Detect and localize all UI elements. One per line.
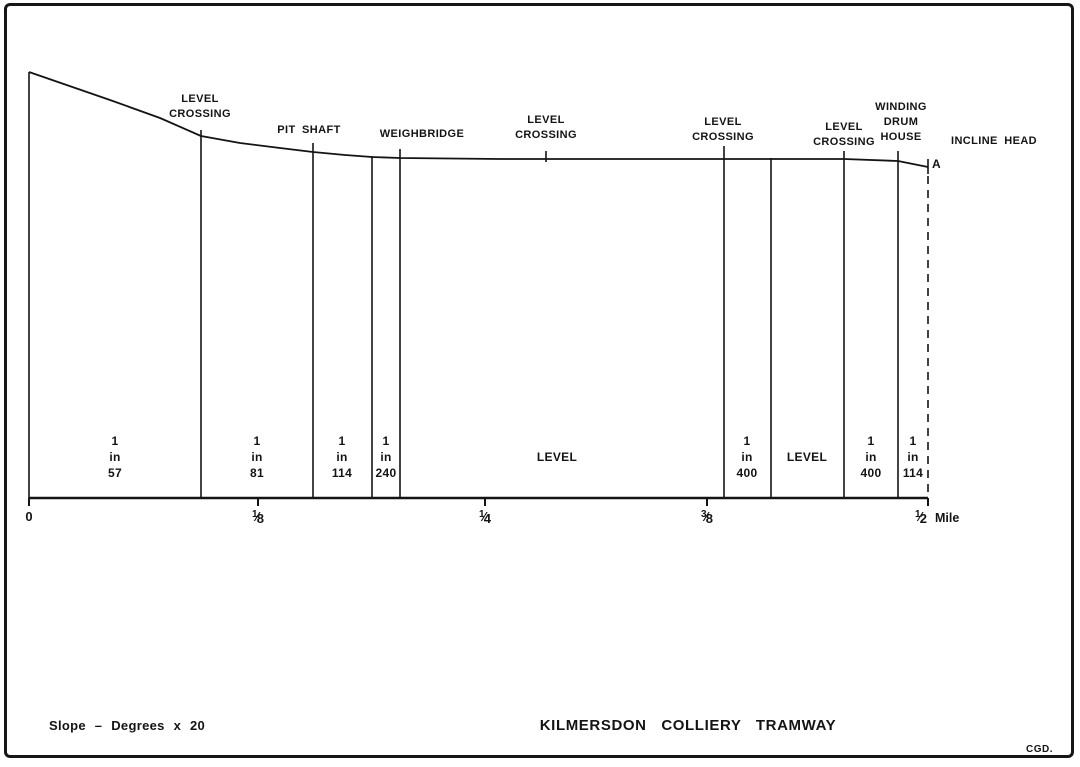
feature-label-level-crossing-1: LEVEL CROSSING bbox=[169, 92, 231, 122]
label-line: 81 bbox=[250, 466, 264, 480]
feature-label-weighbridge: WEIGHBRIDGE bbox=[380, 127, 464, 142]
fraction-label: 1⁄4 bbox=[479, 509, 491, 526]
label-line: 1 bbox=[382, 434, 390, 448]
label-line: in bbox=[380, 450, 392, 464]
incline-head-point-label: A bbox=[932, 157, 941, 171]
gradient-label: 1 in 81 bbox=[250, 433, 264, 481]
label-line: in bbox=[251, 450, 263, 464]
label-line: CROSSING bbox=[813, 136, 875, 148]
scale-tick-label: 1⁄4 bbox=[479, 509, 491, 526]
feature-label-winding-drum-house: WINDING DRUM HOUSE bbox=[875, 100, 927, 145]
label-line: in bbox=[336, 450, 348, 464]
gradient-label: LEVEL bbox=[537, 449, 577, 465]
fraction-label: 1⁄8 bbox=[252, 509, 264, 526]
label-line: LEVEL bbox=[527, 114, 565, 126]
label-line: LEVEL bbox=[704, 116, 742, 128]
label-line: 114 bbox=[902, 466, 924, 480]
feature-label-level-crossing-3: LEVEL CROSSING bbox=[692, 115, 754, 145]
label-line: in bbox=[865, 450, 877, 464]
label-line: LEVEL bbox=[786, 450, 828, 464]
label-line: 1 bbox=[909, 434, 917, 448]
label-line: 1 bbox=[867, 434, 875, 448]
gradient-label: LEVEL bbox=[787, 449, 827, 465]
label-line: 114 bbox=[331, 466, 353, 480]
label-line: WEIGHBRIDGE bbox=[379, 128, 465, 140]
label-line: WINDING bbox=[875, 101, 927, 113]
label-line: INCLINE HEAD bbox=[950, 135, 1038, 147]
label-line: CROSSING bbox=[692, 131, 754, 143]
gradient-label: 1 in 114 bbox=[903, 433, 923, 481]
scale-tick-label: 3⁄8 bbox=[701, 509, 713, 526]
label-line: DRUM bbox=[883, 116, 919, 128]
label-line: 1 bbox=[338, 434, 346, 448]
label-line: 1 bbox=[743, 434, 751, 448]
label-line: 1 bbox=[111, 434, 119, 448]
gradient-label: 1 in 114 bbox=[332, 433, 352, 481]
scale-unit-label: Mile bbox=[934, 511, 960, 525]
label-line: LEVEL bbox=[181, 93, 219, 105]
scale-tick-label: 1⁄8 bbox=[252, 509, 264, 526]
label-line: in bbox=[109, 450, 121, 464]
feature-label-incline-head: INCLINE HEAD bbox=[951, 134, 1037, 149]
label-line: 57 bbox=[108, 466, 122, 480]
label-line: HOUSE bbox=[880, 131, 922, 143]
scale-tick-label: 0 bbox=[25, 509, 33, 524]
label-line: PIT SHAFT bbox=[277, 124, 341, 136]
gradient-label: 1 in 400 bbox=[861, 433, 882, 481]
label-line: in bbox=[741, 450, 753, 464]
label-line: 1 bbox=[253, 434, 261, 448]
fraction-label: 1⁄2 bbox=[915, 509, 927, 526]
label-line: LEVEL bbox=[825, 121, 863, 133]
feature-label-level-crossing-4: LEVEL CROSSING bbox=[813, 120, 875, 150]
diagram-title: KILMERSDON COLLIERY TRAMWAY bbox=[539, 717, 837, 734]
author-initials: CGD. bbox=[1026, 744, 1053, 755]
slope-scale-note: Slope – Degrees x 20 bbox=[49, 718, 206, 733]
gradient-label: 1 in 400 bbox=[737, 433, 758, 481]
gradient-label: 1 in 240 bbox=[376, 433, 397, 481]
gradient-label: 1 in 57 bbox=[108, 433, 122, 481]
label-line: 400 bbox=[860, 466, 882, 480]
label-line: 400 bbox=[736, 466, 758, 480]
fraction-label: 3⁄8 bbox=[701, 509, 713, 526]
label-line: in bbox=[907, 450, 919, 464]
label-line: 240 bbox=[375, 466, 397, 480]
label-line: LEVEL bbox=[536, 450, 578, 464]
feature-label-level-crossing-2: LEVEL CROSSING bbox=[515, 113, 577, 143]
label-line: CROSSING bbox=[515, 129, 577, 141]
label-line: CROSSING bbox=[169, 108, 231, 120]
track-profile-line bbox=[28, 71, 929, 168]
feature-label-pit-shaft: PIT SHAFT bbox=[277, 123, 340, 138]
scale-tick-label: 1⁄2 Mile bbox=[915, 509, 959, 526]
